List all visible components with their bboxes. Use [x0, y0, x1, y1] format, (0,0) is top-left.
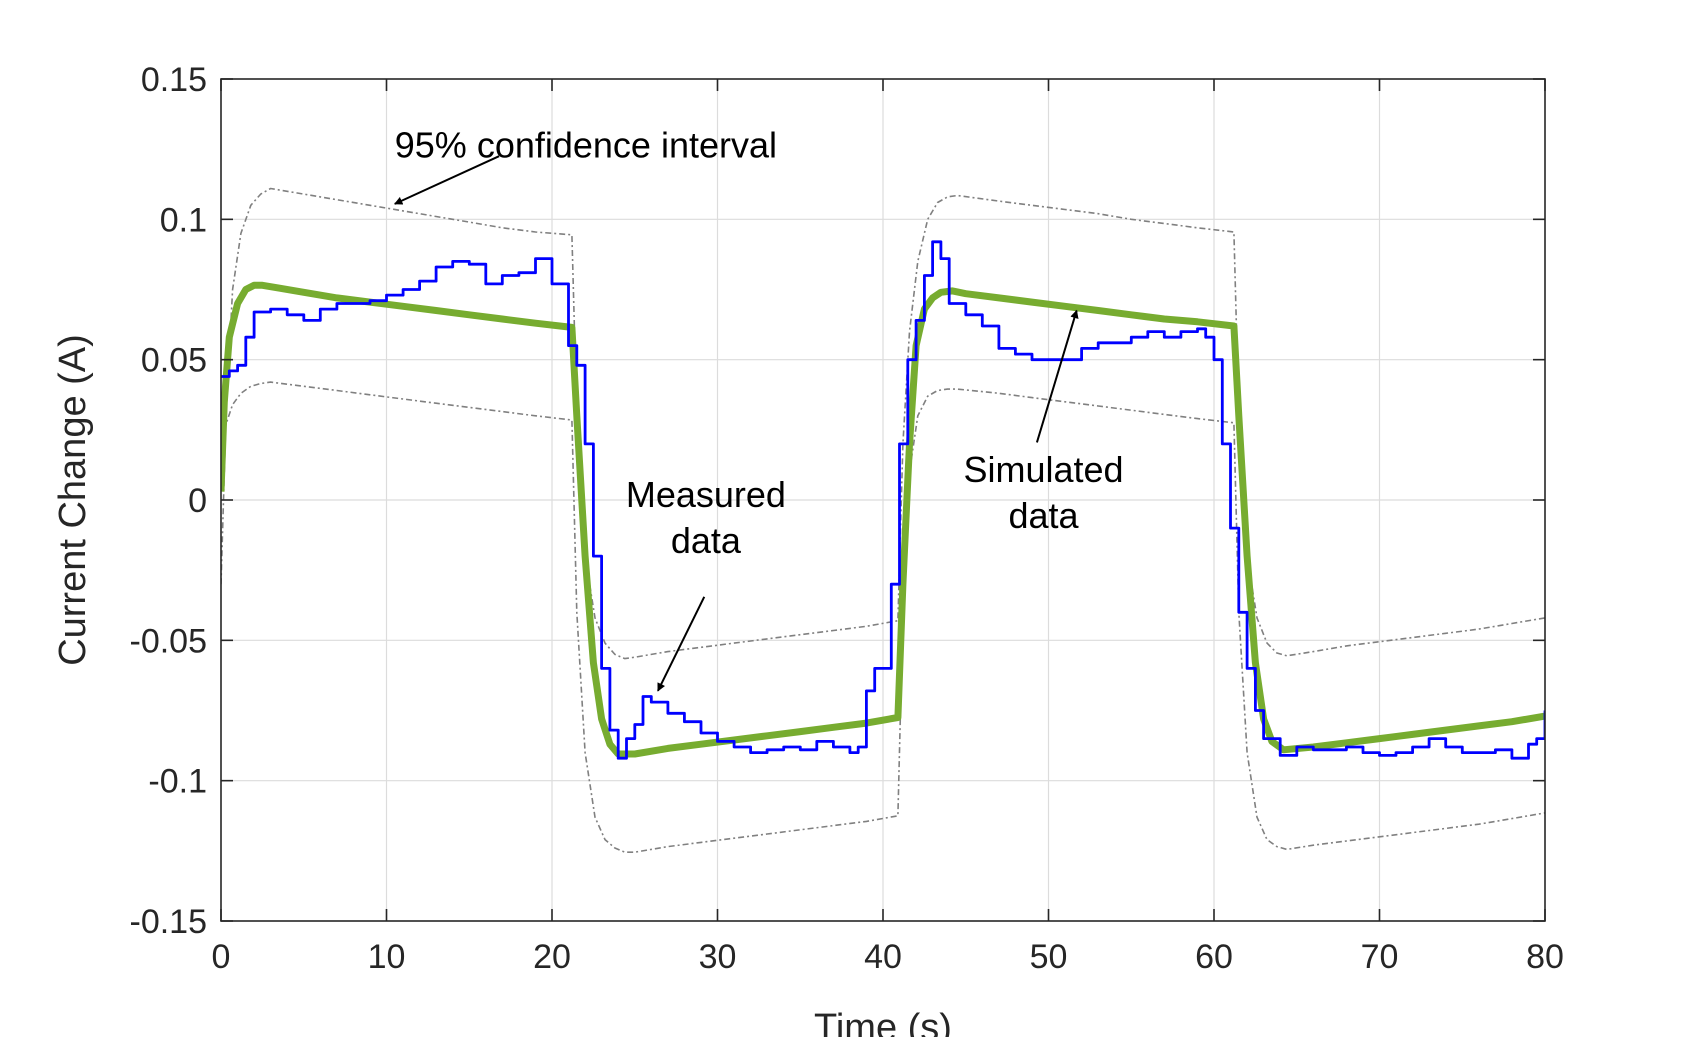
- x-tick-label: 40: [864, 938, 902, 976]
- x-tick-label: 10: [368, 938, 406, 976]
- x-axis-title: Time (s): [814, 1007, 952, 1037]
- y-axis-title: Current Change (A): [52, 334, 94, 666]
- x-tick-label: 80: [1526, 938, 1564, 976]
- x-tick-label: 20: [533, 938, 571, 976]
- y-tick-label: 0: [188, 482, 207, 520]
- ticks: 0 10 20 30 40 50 60 70 80 -0.15 -0.1 -0.05 0 0.05 0.1 0…: [130, 61, 1564, 976]
- measured-data-line: [221, 240, 1545, 760]
- confidence-interval-line: [221, 187, 1545, 660]
- annotation-label-measured-data: Measured: [626, 474, 786, 515]
- x-tick-label: 70: [1361, 938, 1399, 976]
- confidence-interval-line: [221, 381, 1545, 853]
- annotation-label-simulated-data: Simulated: [963, 449, 1123, 490]
- annotation-arrow-confidence-interval: [394, 155, 500, 205]
- annotation-arrow-measured-data: [657, 596, 706, 692]
- y-tick-label: -0.05: [130, 622, 208, 660]
- x-tick-label: 30: [699, 938, 737, 976]
- y-tick-label: 0.15: [141, 61, 207, 99]
- y-tick-label: -0.1: [148, 763, 207, 801]
- series-layer: [221, 187, 1545, 853]
- annotation-label-confidence-interval: 95% confidence interval: [395, 125, 777, 166]
- y-tick-label: -0.15: [130, 903, 208, 941]
- annotation-arrow-simulated-data: [1035, 309, 1079, 443]
- annotation-label-simulated-data: data: [1008, 495, 1079, 536]
- y-tick-label: 0.05: [141, 342, 207, 380]
- x-tick-label: 50: [1030, 938, 1068, 976]
- x-tick-label: 0: [212, 938, 231, 976]
- x-tick-label: 60: [1195, 938, 1233, 976]
- annotations: 95% confidence interval Measured data Simul…: [394, 125, 1124, 692]
- grid: [221, 79, 1545, 921]
- y-tick-label: 0.1: [160, 201, 207, 239]
- annotation-label-measured-data: data: [671, 520, 742, 561]
